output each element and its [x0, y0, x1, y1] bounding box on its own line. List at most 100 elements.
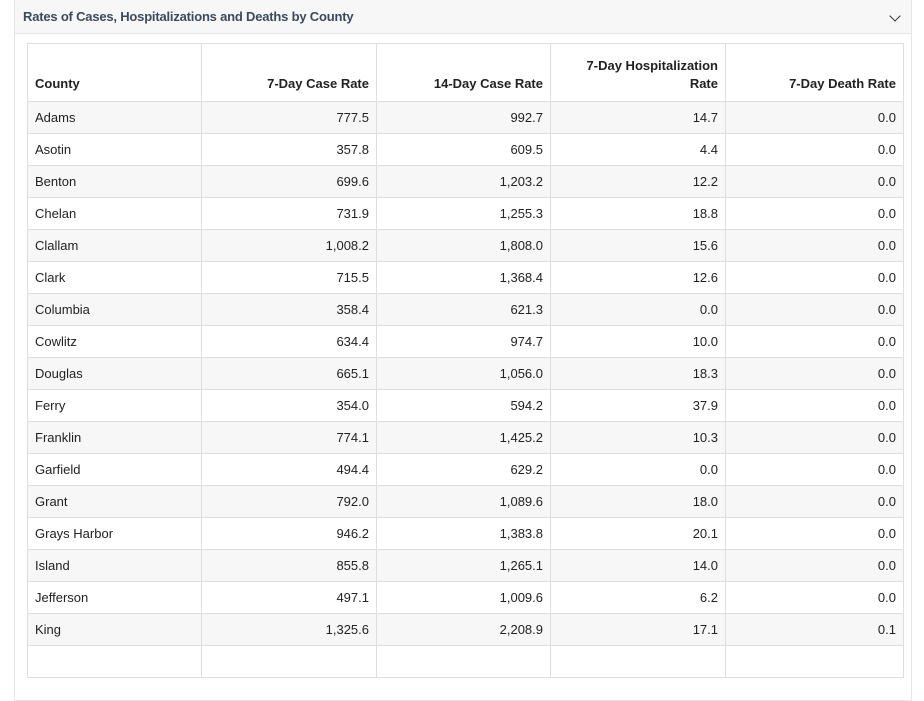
case-rate-7-day-cell: 357.8	[201, 133, 377, 166]
hospitalization-rate-cell: 20.1	[550, 517, 726, 550]
case-rate-14-day-cell: 594.2	[376, 389, 551, 422]
county-cell: King	[27, 613, 202, 646]
case-rate-14-day-cell: 974.7	[376, 325, 551, 358]
chevron-down-icon[interactable]	[889, 9, 901, 22]
county-cell: Franklin	[27, 421, 202, 454]
hospitalization-rate-cell: 15.6	[550, 229, 726, 262]
death-rate-cell: 0.0	[725, 165, 904, 198]
hospitalization-rate-cell: 12.2	[550, 165, 726, 198]
case-rate-14-day-cell: 1,368.4	[376, 261, 551, 294]
death-rate-cell: 0.0	[725, 581, 904, 614]
table-row: Grant 792.0 1,089.6 18.0 0.0	[27, 485, 904, 518]
county-cell: Douglas	[27, 357, 202, 390]
death-rate-cell: 0.0	[725, 453, 904, 486]
hospitalization-rate-cell: 0.0	[550, 293, 726, 326]
case-rate-14-day-cell: 1,056.0	[376, 357, 551, 390]
table-row-partial	[27, 645, 904, 678]
empty-cell	[27, 645, 202, 678]
hospitalization-rate-cell: 4.4	[550, 133, 726, 166]
panel-header-toggle[interactable]: Rates of Cases, Hospitalizations and Dea…	[15, 0, 911, 34]
county-cell: Ferry	[27, 389, 202, 422]
table-row: Adams 777.5 992.7 14.7 0.0	[27, 101, 904, 134]
case-rate-7-day-cell: 855.8	[201, 549, 377, 582]
case-rate-7-day-cell: 665.1	[201, 357, 377, 390]
county-cell: Adams	[27, 101, 202, 134]
death-rate-cell: 0.0	[725, 261, 904, 294]
death-rate-cell: 0.0	[725, 517, 904, 550]
case-rate-14-day-cell: 609.5	[376, 133, 551, 166]
hospitalization-rate-cell: 6.2	[550, 581, 726, 614]
column-header-7-day-case-rate[interactable]: 7-Day Case Rate	[201, 43, 377, 102]
county-cell: Grant	[27, 485, 202, 518]
death-rate-cell: 0.0	[725, 293, 904, 326]
death-rate-cell: 0.0	[725, 101, 904, 134]
hospitalization-rate-cell: 18.0	[550, 485, 726, 518]
table-row: Garfield 494.4 629.2 0.0 0.0	[27, 453, 904, 486]
column-header-14-day-case-rate[interactable]: 14-Day Case Rate	[376, 43, 551, 102]
county-cell: Clark	[27, 261, 202, 294]
death-rate-cell: 0.0	[725, 485, 904, 518]
county-cell: Columbia	[27, 293, 202, 326]
table-row: Clallam 1,008.2 1,808.0 15.6 0.0	[27, 229, 904, 262]
death-rate-cell: 0.1	[725, 613, 904, 646]
hospitalization-rate-cell: 10.0	[550, 325, 726, 358]
case-rate-14-day-cell: 1,089.6	[376, 485, 551, 518]
county-cell: Garfield	[27, 453, 202, 486]
death-rate-cell: 0.0	[725, 197, 904, 230]
hospitalization-rate-cell: 18.8	[550, 197, 726, 230]
case-rate-14-day-cell: 992.7	[376, 101, 551, 134]
case-rate-14-day-cell: 1,009.6	[376, 581, 551, 614]
case-rate-7-day-cell: 777.5	[201, 101, 377, 134]
table-row: Douglas 665.1 1,056.0 18.3 0.0	[27, 357, 904, 390]
column-header-7-day-hospitalization-rate[interactable]: 7-Day Hospitalization Rate	[550, 43, 726, 102]
hospitalization-rate-cell: 14.0	[550, 549, 726, 582]
case-rate-7-day-cell: 497.1	[201, 581, 377, 614]
hospitalization-rate-cell: 10.3	[550, 421, 726, 454]
case-rate-7-day-cell: 634.4	[201, 325, 377, 358]
hospitalization-rate-cell: 0.0	[550, 453, 726, 486]
county-cell: Chelan	[27, 197, 202, 230]
death-rate-cell: 0.0	[725, 389, 904, 422]
case-rate-14-day-cell: 2,208.9	[376, 613, 551, 646]
county-rates-panel: Rates of Cases, Hospitalizations and Dea…	[14, 0, 912, 701]
case-rate-14-day-cell: 1,203.2	[376, 165, 551, 198]
column-header-7-day-death-rate[interactable]: 7-Day Death Rate	[725, 43, 904, 102]
case-rate-7-day-cell: 1,325.6	[201, 613, 377, 646]
case-rate-14-day-cell: 1,808.0	[376, 229, 551, 262]
case-rate-7-day-cell: 946.2	[201, 517, 377, 550]
case-rate-14-day-cell: 1,425.2	[376, 421, 551, 454]
case-rate-7-day-cell: 358.4	[201, 293, 377, 326]
case-rate-14-day-cell: 621.3	[376, 293, 551, 326]
table-row: Cowlitz 634.4 974.7 10.0 0.0	[27, 325, 904, 358]
death-rate-cell: 0.0	[725, 229, 904, 262]
table-row: Asotin 357.8 609.5 4.4 0.0	[27, 133, 904, 166]
case-rate-14-day-cell: 1,255.3	[376, 197, 551, 230]
empty-cell	[201, 645, 377, 678]
county-rates-table: County 7-Day Case Rate 14-Day Case Rate …	[27, 43, 904, 678]
hospitalization-rate-cell: 14.7	[550, 101, 726, 134]
column-header-county[interactable]: County	[27, 43, 202, 102]
county-cell: Island	[27, 549, 202, 582]
case-rate-7-day-cell: 731.9	[201, 197, 377, 230]
hospitalization-rate-cell: 17.1	[550, 613, 726, 646]
death-rate-cell: 0.0	[725, 133, 904, 166]
table-row: Ferry 354.0 594.2 37.9 0.0	[27, 389, 904, 422]
panel-title: Rates of Cases, Hospitalizations and Dea…	[23, 9, 354, 24]
county-cell: Cowlitz	[27, 325, 202, 358]
hospitalization-rate-cell: 18.3	[550, 357, 726, 390]
table-row: Columbia 358.4 621.3 0.0 0.0	[27, 293, 904, 326]
death-rate-cell: 0.0	[725, 325, 904, 358]
case-rate-7-day-cell: 494.4	[201, 453, 377, 486]
table-row: Clark 715.5 1,368.4 12.6 0.0	[27, 261, 904, 294]
table-row: Benton 699.6 1,203.2 12.2 0.0	[27, 165, 904, 198]
case-rate-7-day-cell: 1,008.2	[201, 229, 377, 262]
table-row: King 1,325.6 2,208.9 17.1 0.1	[27, 613, 904, 646]
case-rate-7-day-cell: 715.5	[201, 261, 377, 294]
case-rate-14-day-cell: 1,265.1	[376, 549, 551, 582]
county-cell: Clallam	[27, 229, 202, 262]
death-rate-cell: 0.0	[725, 549, 904, 582]
case-rate-7-day-cell: 774.1	[201, 421, 377, 454]
case-rate-7-day-cell: 354.0	[201, 389, 377, 422]
empty-cell	[550, 645, 726, 678]
case-rate-14-day-cell: 1,383.8	[376, 517, 551, 550]
